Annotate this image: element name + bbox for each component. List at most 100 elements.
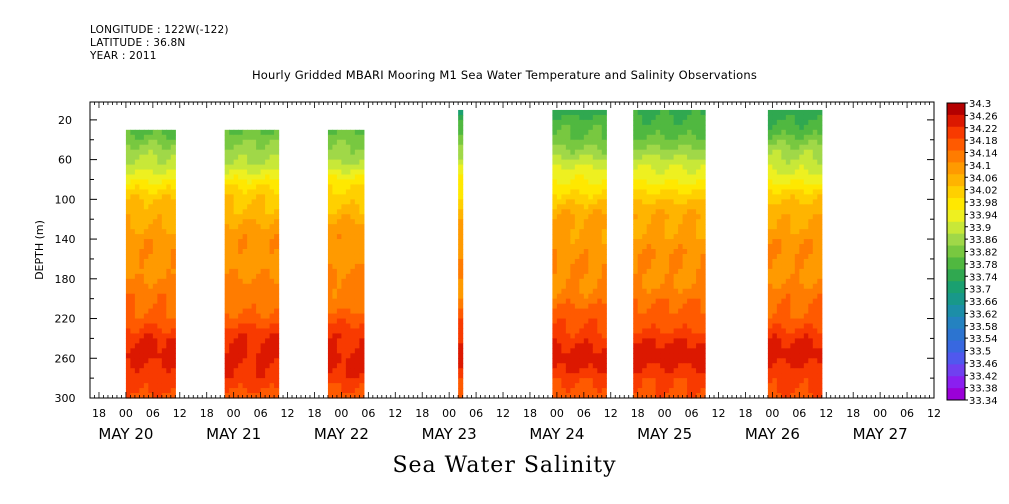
salinity-cell [166,358,172,364]
salinity-cell [570,244,576,250]
salinity-cell [556,373,562,379]
salinity-cell [148,293,154,300]
salinity-cell [341,214,347,220]
salinity-cell [646,278,652,285]
salinity-cell [790,333,796,340]
salinity-cell [552,239,558,245]
salinity-cell [157,323,163,330]
salinity-cell [687,229,693,235]
salinity-cell [579,368,585,374]
salinity-cell [700,169,706,176]
salinity-cell [660,343,666,349]
salinity-cell [767,174,773,181]
salinity-cell [251,179,257,186]
salinity-cell [785,114,791,121]
salinity-cell [781,154,787,161]
salinity-cell [125,214,131,220]
salinity-cell [651,204,657,210]
salinity-cell [458,318,464,325]
salinity-cell [637,318,643,325]
salinity-cell [592,368,598,374]
salinity-cell [170,184,176,191]
salinity-cell [655,348,661,354]
salinity-cell [579,234,585,240]
salinity-cell [583,214,589,220]
salinity-cell [651,338,657,344]
salinity-cell [776,129,782,136]
salinity-cell [565,288,571,295]
salinity-cell [143,184,149,191]
salinity-cell [229,199,235,205]
salinity-cell [781,368,787,374]
salinity-cell [561,154,567,161]
salinity-cell [570,109,576,116]
salinity-cell [678,373,684,379]
salinity-cell [269,293,275,300]
salinity-cell [588,119,594,126]
salinity-cell [256,229,262,235]
salinity-cell [157,164,163,171]
salinity-cell [143,204,149,210]
salinity-cell [274,378,280,384]
salinity-cell [696,363,702,369]
salinity-cell [556,169,562,176]
salinity-cell [229,244,235,250]
salinity-cell [561,348,567,354]
salinity-cell [274,199,280,205]
salinity-cell [134,134,140,141]
salinity-cell [597,129,603,136]
salinity-cell [601,189,607,195]
salinity-cell [817,358,823,364]
salinity-cell [664,258,670,265]
salinity-cell [143,209,149,215]
salinity-cell [570,268,576,275]
salinity-cell [691,229,697,235]
salinity-cell [803,373,809,379]
salinity-cell [359,214,365,220]
salinity-cell [767,293,773,300]
salinity-cell [265,154,271,161]
salinity-cell [269,323,275,330]
salinity-cell [458,258,464,265]
salinity-cell [637,234,643,240]
salinity-cell [682,388,688,394]
salinity-cell [583,249,589,255]
salinity-cell [139,258,145,265]
salinity-cell [673,258,679,265]
salinity-cell [574,244,580,250]
salinity-cell [776,313,782,320]
y-tick-label: 220 [55,313,76,326]
salinity-cell [808,358,814,364]
salinity-cell [799,224,805,230]
salinity-cell [817,119,823,126]
salinity-cell [552,214,558,220]
salinity-cell [673,333,679,340]
salinity-cell [556,184,562,191]
salinity-cell [682,348,688,354]
salinity-cell [561,189,567,195]
salinity-cell [350,363,356,369]
salinity-cell [812,219,818,225]
salinity-cell [265,298,271,305]
salinity-cell [691,353,697,359]
salinity-cell [233,293,239,300]
salinity-cell [139,144,145,151]
salinity-cell [152,348,158,354]
salinity-cell [130,139,136,146]
salinity-cell [157,219,163,225]
salinity-cell [785,373,791,379]
salinity-cell [341,263,347,270]
salinity-cell [552,129,558,136]
salinity-cell [664,174,670,181]
salinity-cell [592,333,598,340]
salinity-cell [565,114,571,121]
salinity-cell [238,348,244,354]
salinity-cell [579,209,585,215]
salinity-cell [260,263,266,270]
salinity-cell [812,278,818,285]
salinity-cell [332,328,338,335]
salinity-cell [139,229,145,235]
salinity-cell [790,179,796,186]
salinity-cell [669,263,675,270]
salinity-cell [785,278,791,285]
